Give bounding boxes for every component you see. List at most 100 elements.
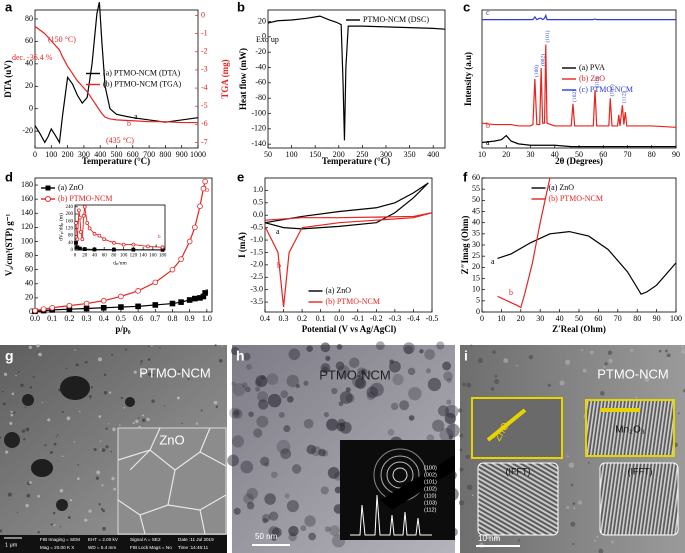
speck	[580, 348, 584, 352]
series-line	[497, 177, 551, 309]
y-tick-label: -20	[255, 47, 266, 56]
y2-tick-label: -3	[201, 65, 208, 74]
y-tick-label: 60	[25, 265, 33, 274]
speck	[37, 351, 40, 353]
panel-label: e	[237, 169, 244, 184]
plot-frame	[264, 177, 433, 313]
peak-label: (101)	[544, 30, 551, 42]
marker	[102, 237, 107, 242]
particle	[335, 361, 345, 371]
particle	[345, 387, 351, 393]
x-tick-label: -0.1	[351, 314, 364, 323]
particle	[303, 380, 309, 386]
speck	[23, 438, 26, 441]
speck	[139, 363, 142, 365]
y-tick-label: 40	[25, 59, 33, 68]
speck	[102, 526, 106, 531]
speck	[603, 366, 606, 369]
particle	[439, 427, 454, 442]
y-tick-label: 20	[25, 81, 33, 90]
x-tick-label: 70	[624, 150, 632, 159]
particle	[264, 462, 270, 468]
speck	[98, 503, 101, 506]
legend-label: (a) ZnO	[326, 286, 352, 295]
plane-label: (100)	[424, 465, 437, 471]
particle	[246, 501, 255, 510]
particle	[357, 370, 367, 380]
panel-label: f	[463, 169, 468, 184]
speck	[635, 396, 638, 399]
particle	[325, 355, 331, 361]
marker	[152, 279, 159, 286]
particle	[231, 381, 236, 386]
speck	[111, 353, 114, 356]
y-tick-label: 20	[25, 293, 33, 302]
particle	[286, 500, 299, 513]
y-tick-label: -20	[22, 126, 33, 135]
y-tick-label: -2.0	[250, 260, 263, 269]
speck	[65, 367, 68, 370]
x-tick-label: 60	[599, 150, 607, 159]
scale-label: 1 μm	[5, 542, 18, 548]
marker	[66, 302, 73, 309]
particle	[355, 377, 367, 389]
particle	[392, 373, 404, 386]
marker	[202, 290, 208, 296]
speck	[13, 411, 16, 414]
annotation: b	[486, 121, 490, 130]
x-tick-label: 1.0	[202, 314, 212, 323]
marker	[32, 307, 38, 314]
y-tick-label: 140	[21, 208, 33, 217]
particle	[253, 428, 263, 438]
y-tick-label: 120	[21, 222, 33, 231]
speck	[2, 402, 6, 406]
speck	[577, 500, 583, 505]
x-tick-label: 400	[427, 150, 439, 159]
particle	[320, 486, 329, 495]
particle	[255, 386, 261, 392]
particle	[260, 456, 270, 466]
speck	[148, 372, 152, 376]
particle	[231, 435, 245, 448]
speck	[93, 448, 97, 452]
x-tick-label: 0.0	[30, 314, 40, 323]
marker	[92, 231, 97, 236]
particle	[446, 377, 452, 384]
speck	[165, 374, 168, 377]
speck	[559, 380, 565, 386]
speck	[492, 535, 495, 538]
speck	[151, 399, 155, 403]
particle	[232, 383, 246, 397]
x-tick-label: 100	[45, 150, 57, 159]
speck	[137, 417, 140, 419]
y-tick-label: 0	[71, 248, 74, 253]
speck	[9, 421, 13, 425]
x-tick-label: 80	[648, 150, 656, 159]
y-axis-label: dVₚ/ddₚ (m)	[57, 213, 64, 241]
annotation: b	[277, 261, 281, 270]
speck	[67, 516, 71, 519]
y-tick-label: 40	[472, 217, 480, 226]
speck	[55, 436, 57, 438]
particle	[271, 527, 282, 538]
x-tick-label: 70	[614, 314, 622, 323]
y-tick-label: 0.0	[253, 210, 263, 219]
speck	[112, 427, 116, 432]
speck	[84, 360, 88, 364]
particle	[311, 446, 322, 457]
speck	[604, 361, 608, 366]
x-tick-label: 10	[478, 150, 486, 159]
speck	[44, 444, 47, 447]
particle	[387, 429, 395, 436]
fringe-marker	[486, 408, 527, 442]
particle	[370, 382, 384, 397]
series-line	[264, 212, 433, 308]
plot-frame	[34, 177, 213, 313]
particle	[443, 371, 453, 382]
speck	[607, 350, 613, 356]
particle	[320, 342, 331, 353]
particle	[262, 518, 268, 524]
particle	[280, 448, 292, 460]
peak-label: (100)	[533, 65, 540, 77]
y2-tick-label: -7	[201, 137, 208, 146]
